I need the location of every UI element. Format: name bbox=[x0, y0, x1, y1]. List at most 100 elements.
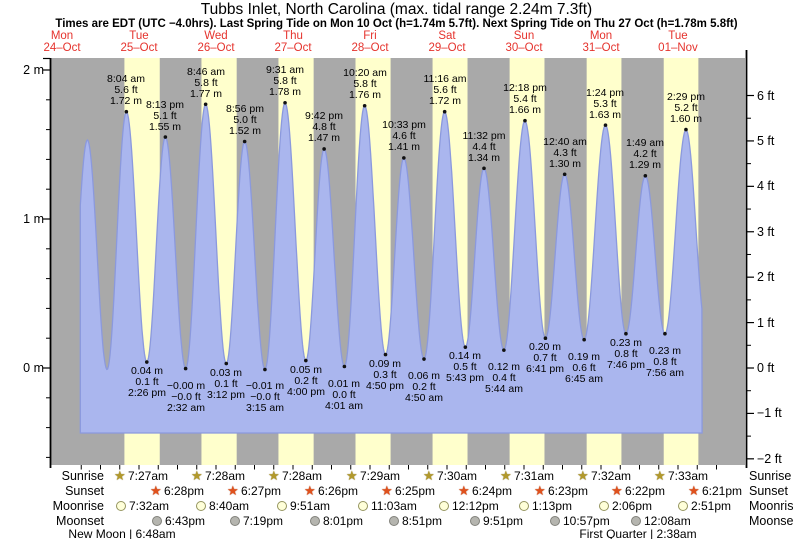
sunrise-row-label: Sunrise bbox=[61, 469, 104, 483]
tide-low-label: 0.12 m 0.4 ft 5:44 am bbox=[472, 361, 536, 396]
tide-height-ft: 0.2 ft bbox=[412, 381, 436, 394]
tide-height-m: 0.03 m bbox=[209, 367, 243, 379]
tide-low-label: 0.14 m 0.5 ft 5:43 pm bbox=[433, 350, 497, 385]
tide-height-ft: 4.2 ft bbox=[633, 148, 657, 161]
tide-height-ft: −0.0 ft bbox=[250, 391, 280, 404]
tide-time: 8:56 pm bbox=[226, 103, 264, 115]
tide-extreme-dot bbox=[663, 331, 667, 336]
tide-height-m: 1.72 m bbox=[428, 95, 462, 108]
tide-curve bbox=[79, 102, 703, 434]
day-date: 30–Oct bbox=[505, 41, 543, 54]
tide-time: 8:46 am bbox=[187, 66, 225, 78]
sunrise-icon: ★ bbox=[654, 468, 666, 483]
tide-extreme-dot bbox=[183, 366, 188, 371]
tide-height-m: 0.04 m bbox=[130, 365, 164, 377]
tide-time: 4:00 pm bbox=[287, 386, 325, 399]
tide-extreme-dot bbox=[543, 336, 548, 341]
sunset-icon: ★ bbox=[227, 483, 239, 498]
tide-high-label: 12:18 pm 5.4 ft 1.66 m bbox=[493, 82, 557, 117]
subtitle: Times are EDT (UTC −4.0hrs). Last Spring… bbox=[55, 18, 738, 30]
day-label: Tue 01–Nov bbox=[639, 30, 717, 54]
sunrise-row-label: Sunrise bbox=[749, 469, 792, 483]
tide-high-label: 1:49 am 4.2 ft 1.29 m bbox=[613, 137, 677, 172]
axis-label-left: 1 m bbox=[23, 212, 44, 226]
tide-height-m: 1.55 m bbox=[148, 121, 182, 134]
sunrise-time: 7:28am bbox=[282, 469, 323, 483]
tide-high-label: 10:33 pm 4.6 ft 1.41 m bbox=[372, 119, 436, 154]
moonrise-icon bbox=[599, 501, 609, 511]
moonrise-time: 8:40am bbox=[209, 499, 250, 513]
axis-label-left: 0 m bbox=[23, 361, 44, 375]
tide-time: 1:49 am bbox=[626, 137, 664, 149]
tide-height-m: 0.06 m bbox=[407, 370, 441, 382]
day-label: Sat 29–Oct bbox=[408, 30, 486, 54]
tide-height-ft: 5.3 ft bbox=[593, 98, 617, 111]
tide-extreme-dot bbox=[283, 100, 287, 105]
sunset-time: 6:28pm bbox=[164, 484, 205, 498]
tide-time: 12:18 pm bbox=[503, 82, 547, 94]
sunset-time: 6:25pm bbox=[395, 484, 436, 498]
tide-time: 9:31 am bbox=[266, 64, 304, 76]
axis-label-right: 5 ft bbox=[757, 134, 775, 148]
axis-label-left: 2 m bbox=[23, 63, 44, 77]
tide-time: 3:12 pm bbox=[207, 389, 245, 402]
tide-height-ft: 0.3 ft bbox=[373, 369, 397, 382]
tide-height-m: 1.30 m bbox=[548, 158, 582, 171]
tide-time: 6:41 pm bbox=[526, 363, 564, 376]
moonset-icon bbox=[389, 516, 399, 526]
moonset-time: 9:51pm bbox=[483, 514, 524, 528]
tide-height-ft: 0.0 ft bbox=[332, 389, 356, 402]
tide-height-ft: 4.4 ft bbox=[472, 141, 496, 154]
tide-height-m: 0.23 m bbox=[609, 337, 643, 349]
tide-high-label: 10:20 am 5.8 ft 1.76 m bbox=[333, 67, 397, 102]
tide-time: 7:46 pm bbox=[607, 359, 645, 372]
sunset-time: 6:21pm bbox=[702, 484, 743, 498]
tide-height-ft: 4.6 ft bbox=[392, 130, 416, 143]
day-label: Thu 27–Oct bbox=[254, 30, 332, 54]
tide-height-m: 1.63 m bbox=[588, 109, 622, 122]
tide-low-label: 0.23 m 0.8 ft 7:46 pm bbox=[594, 337, 658, 372]
sunrise-icon: ★ bbox=[191, 468, 203, 483]
sunrise-icon: ★ bbox=[114, 468, 126, 483]
moonset-icon bbox=[550, 516, 560, 526]
tide-extreme-dot bbox=[124, 109, 129, 114]
day-label: Fri 28–Oct bbox=[331, 30, 409, 54]
sunrise-time: 7:29am bbox=[360, 469, 401, 483]
axis-label-right: 0 ft bbox=[757, 361, 775, 375]
moonrise-icon bbox=[519, 501, 529, 511]
tide-height-ft: 0.8 ft bbox=[614, 348, 638, 361]
day-date: 31–Oct bbox=[582, 41, 620, 54]
tide-height-ft: 0.5 ft bbox=[453, 361, 477, 374]
tide-extreme-dot bbox=[402, 156, 406, 160]
tide-height-m: −0.01 m bbox=[245, 380, 285, 392]
tide-height-m: 0.09 m bbox=[368, 358, 402, 370]
tide-time: 12:40 am bbox=[543, 136, 587, 148]
day-name: Fri bbox=[363, 30, 377, 42]
moonrise-time: 9:51am bbox=[290, 499, 331, 513]
tide-extreme-dot bbox=[442, 109, 447, 114]
tide-extreme-dot bbox=[684, 127, 688, 132]
moonrise-row-label: Moonrise bbox=[52, 499, 104, 513]
moonset-time: 6:43pm bbox=[165, 514, 206, 528]
moonrise-icon bbox=[358, 501, 368, 511]
tide-time: 1:24 pm bbox=[586, 87, 624, 99]
moon-phase-note: First Quarter | 2:38am bbox=[579, 527, 697, 539]
moonset-icon bbox=[152, 516, 162, 526]
moonset-icon bbox=[230, 516, 240, 526]
tide-height-ft: 0.1 ft bbox=[214, 378, 238, 391]
day-label: Mon 24–Oct bbox=[23, 30, 101, 54]
tide-extreme-dot bbox=[383, 352, 388, 357]
tide-height-ft: 5.6 ft bbox=[114, 84, 138, 97]
tide-height-m: 1.52 m bbox=[228, 125, 262, 138]
tide-high-label: 8:13 pm 5.1 ft 1.55 m bbox=[133, 99, 197, 134]
axis-label-right: 3 ft bbox=[757, 225, 775, 239]
tide-height-ft: 0.1 ft bbox=[135, 376, 159, 389]
day-name: Tue bbox=[668, 30, 688, 42]
tide-height-m: 0.19 m bbox=[567, 351, 601, 363]
moonrise-icon bbox=[116, 501, 126, 511]
tide-extreme-dot bbox=[263, 367, 267, 372]
tide-height-ft: 5.4 ft bbox=[513, 93, 537, 106]
moonrise-time: 11:03am bbox=[371, 499, 417, 513]
tide-extreme-dot bbox=[582, 337, 586, 342]
tide-height-m: 0.14 m bbox=[448, 350, 482, 362]
